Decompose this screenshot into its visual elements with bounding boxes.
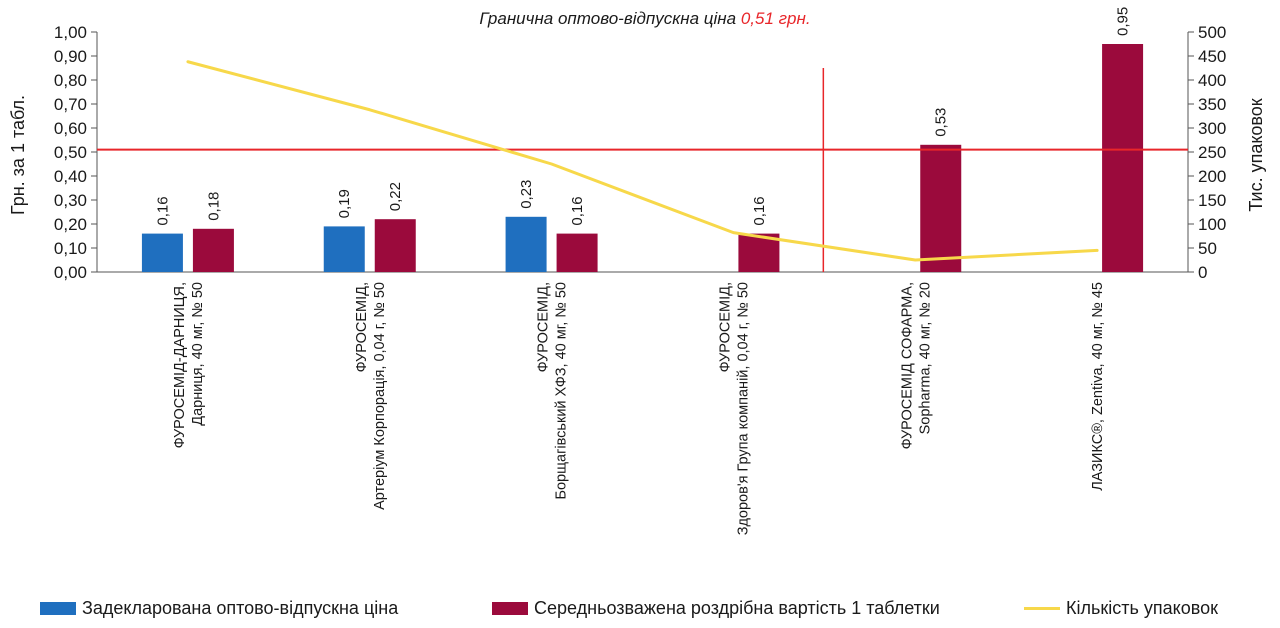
right-tick-label: 350 xyxy=(1198,95,1226,114)
right-axis-title: Тис. упаковок xyxy=(1246,98,1266,211)
chart-title-prefix: Гранична оптово-відпускна ціна xyxy=(479,9,740,28)
legend-item-declared-price: Задекларована оптово-відпускна ціна xyxy=(40,598,398,619)
data-label: 0,16 xyxy=(751,196,768,225)
threshold-line-group xyxy=(97,68,1188,272)
packages-line-group xyxy=(186,60,1099,262)
category-label: ФУРОСЕМІД, xyxy=(536,282,552,372)
category-label: ФУРОСЕМІД-ДАРНИЦЯ, xyxy=(172,282,188,448)
category-label: ФУРОСЕМІД, xyxy=(354,282,370,372)
bar xyxy=(192,228,234,272)
left-tick-label: 0,00 xyxy=(54,263,87,282)
legend-label-retail-cost: Середньозважена роздрібна вартість 1 таб… xyxy=(534,598,940,618)
category-label: Борщагівський ХФЗ, 40 мг, № 50 xyxy=(554,282,570,500)
packages-line xyxy=(186,60,1099,262)
right-tick-label: 250 xyxy=(1198,143,1226,162)
chart-title-threshold: 0,51 грн. xyxy=(741,9,811,28)
legend-swatch-packages xyxy=(1024,607,1060,610)
right-tick-label: 150 xyxy=(1198,191,1226,210)
legend-label-declared-price: Задекларована оптово-відпускна ціна xyxy=(82,598,399,618)
right-tick-label: 300 xyxy=(1198,119,1226,138)
category-label: ФУРОСЕМІД СОФАРМА, xyxy=(899,282,915,449)
bar xyxy=(556,233,598,272)
bar xyxy=(374,219,416,272)
left-tick-label: 0,60 xyxy=(54,119,87,138)
left-tick-label: 0,20 xyxy=(54,215,87,234)
data-label: 0,16 xyxy=(569,196,586,225)
legend-label-packages: Кількість упаковок xyxy=(1066,598,1218,618)
legend-swatch-retail-cost xyxy=(492,602,528,615)
category-label: ЛАЗИКС®, Zentiva, 40 мг, № 45 xyxy=(1090,282,1106,491)
legend-item-packages: Кількість упаковок xyxy=(1024,598,1218,619)
category-label: Артеріум Корпорація, 0,04 г, № 50 xyxy=(372,282,388,510)
legend: Задекларована оптово-відпускна ціна Сере… xyxy=(0,596,1280,626)
right-tick-label: 500 xyxy=(1198,23,1226,42)
data-label: 0,19 xyxy=(336,189,353,218)
legend-item-retail-cost: Середньозважена роздрібна вартість 1 таб… xyxy=(492,598,940,619)
right-tick-label: 400 xyxy=(1198,71,1226,90)
data-labels: 0,16 0,19 0,23 0,18 0,22 0,16 0,16 0,53 0,95 xyxy=(154,7,1131,226)
category-label: Sopharma, 40 мг, № 20 xyxy=(917,282,933,434)
category-label: ФУРОСЕМІД, xyxy=(717,282,733,372)
bar xyxy=(323,226,365,272)
data-label: 0,53 xyxy=(933,108,950,137)
bars xyxy=(141,44,1144,272)
data-label: 0,18 xyxy=(205,192,222,221)
legend-swatch-declared-price xyxy=(40,602,76,615)
chart-title: Гранична оптово-відпускна ціна 0,51 грн. xyxy=(479,9,810,28)
left-tick-label: 0,80 xyxy=(54,71,87,90)
right-tick-label: 0 xyxy=(1198,263,1207,282)
right-tick-label: 450 xyxy=(1198,47,1226,66)
bar xyxy=(1102,44,1144,272)
right-tick-label: 50 xyxy=(1198,239,1217,258)
left-tick-label: 0,90 xyxy=(54,47,87,66)
right-tick-label: 200 xyxy=(1198,167,1226,186)
left-tick-label: 0,30 xyxy=(54,191,87,210)
category-labels: ФУРОСЕМІД-ДАРНИЦЯ, Дарниця, 40 мг, № 50 ФУ… xyxy=(172,282,1106,535)
left-tick-label: 0,40 xyxy=(54,167,87,186)
data-label: 0,22 xyxy=(387,182,404,211)
category-label: Здоров'я Група компаній, 0,04 г, № 50 xyxy=(735,282,751,535)
left-axis-title: Грн. за 1 табл. xyxy=(8,95,28,215)
category-label: Дарниця, 40 мг, № 50 xyxy=(190,282,206,426)
bar xyxy=(141,233,183,272)
axes: 0,00 0,10 0,20 0,30 0,40 0,50 0,60 0,70 0,80 0,90… xyxy=(54,23,1226,282)
left-tick-label: 0,70 xyxy=(54,95,87,114)
data-label: 0,23 xyxy=(518,180,535,209)
left-tick-label: 0,10 xyxy=(54,239,87,258)
left-tick-label: 1,00 xyxy=(54,23,87,42)
left-tick-label: 0,50 xyxy=(54,143,87,162)
data-label: 0,95 xyxy=(1115,7,1132,36)
data-label: 0,16 xyxy=(154,196,171,225)
bar xyxy=(505,216,547,272)
right-tick-label: 100 xyxy=(1198,215,1226,234)
bar xyxy=(920,144,962,272)
